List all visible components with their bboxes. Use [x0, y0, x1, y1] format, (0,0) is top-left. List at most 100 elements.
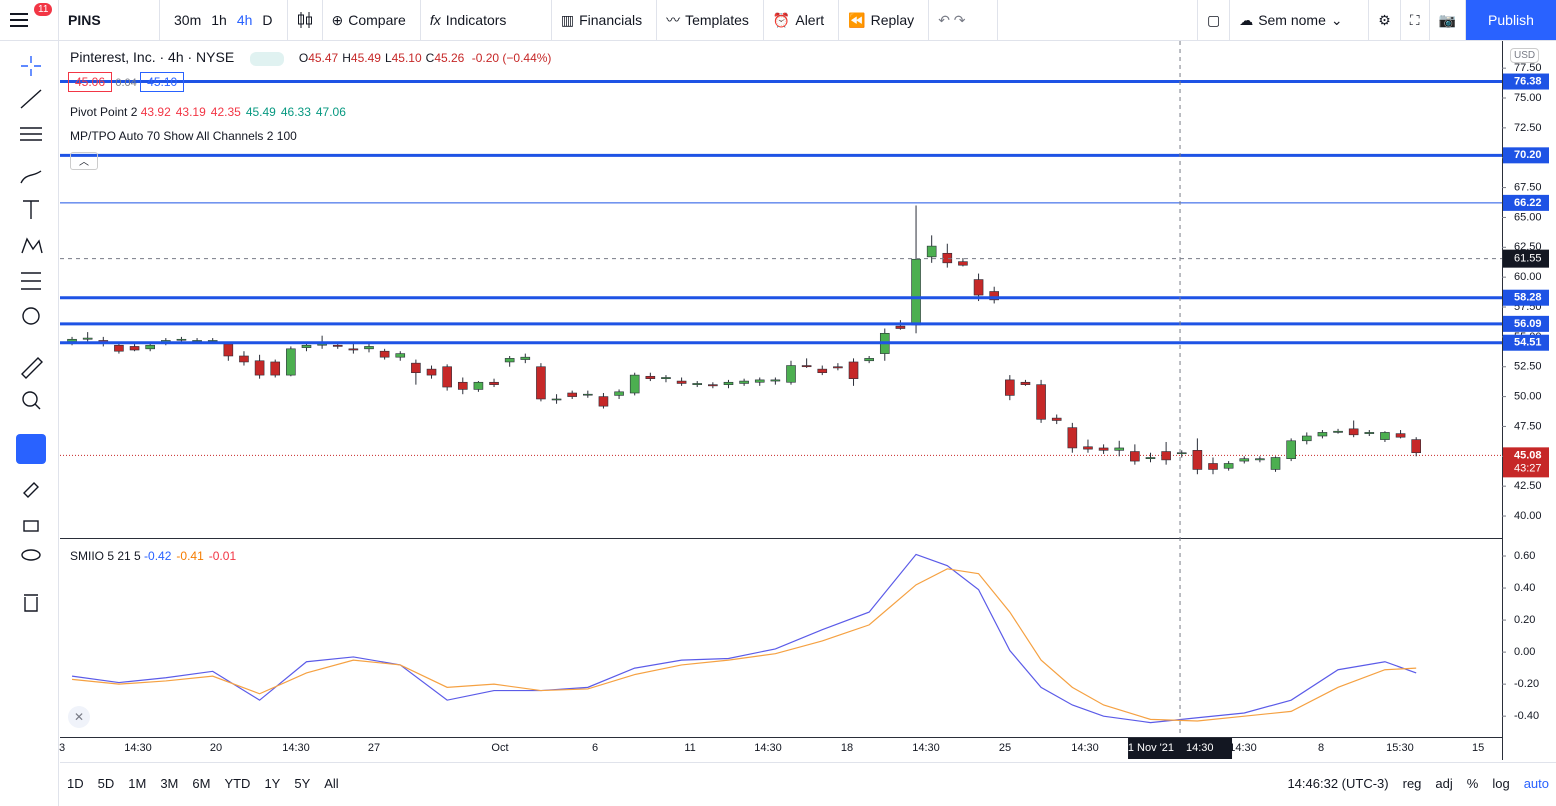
symbol[interactable]: PINS [59, 0, 160, 40]
settings[interactable]: ⚙ [1369, 0, 1401, 40]
y-tick-label: 42.50 [1514, 480, 1542, 492]
level-label-bg [1503, 147, 1549, 164]
x-tick-label: Oct [491, 742, 508, 754]
menu-button[interactable]: 11 [0, 0, 59, 40]
level-label: 66.22 [1514, 197, 1542, 209]
forecast-tool[interactable] [21, 272, 41, 290]
candle-body [473, 381, 484, 390]
range-button[interactable]: 1Y [264, 775, 281, 791]
candle-body [270, 361, 281, 376]
candle-body [629, 374, 640, 394]
compare[interactable]: ⊕ Compare [323, 0, 421, 40]
chart-type[interactable] [288, 0, 323, 40]
x-tick-label: 14:30 [1229, 742, 1257, 754]
tpo-legend: MP/TPO Auto 70 Show All Channels 2 100 [70, 129, 297, 143]
x-tick-label: 14:30 [754, 742, 782, 754]
interval[interactable]: D [262, 12, 273, 28]
y-tick-label: 65.00 [1514, 211, 1542, 223]
scale-option[interactable]: adj [1435, 775, 1453, 791]
pivot-values: 43.92 43.19 42.35 45.49 46.33 47.06 [141, 105, 351, 119]
magnet-tool[interactable] [16, 434, 46, 464]
publish[interactable]: Publish [1466, 0, 1556, 40]
y-tick-label: 72.50 [1514, 122, 1542, 134]
fib-tool[interactable] [20, 127, 42, 141]
lock-draw-tool[interactable] [23, 482, 39, 498]
fullscreen[interactable]: ⛶ [1401, 0, 1430, 40]
candle-body [801, 365, 812, 368]
range-button[interactable]: 3M [160, 775, 179, 791]
candle-body [1036, 384, 1046, 420]
pattern-tool[interactable] [21, 237, 43, 254]
replay[interactable]: ⏪ Replay [839, 0, 930, 40]
trend-line-tool[interactable] [20, 89, 42, 109]
layout-name[interactable]: ☁ Sem nome ⌄ [1230, 0, 1370, 40]
interval[interactable]: 4h [236, 12, 253, 28]
zoom-tool[interactable] [22, 391, 41, 410]
alert[interactable]: ⏰ Alert [764, 0, 840, 40]
candle-body [926, 245, 937, 258]
y-tick-label: 0.00 [1514, 646, 1535, 658]
brush-tool[interactable] [20, 170, 42, 184]
pivot-value: 42.35 [210, 105, 241, 119]
left-toolbar [0, 41, 59, 806]
candle-body [583, 393, 593, 396]
pivot-value: 47.06 [315, 105, 346, 119]
y-tick-label: 0.60 [1514, 550, 1535, 562]
drawing-tools [16, 56, 46, 612]
x-tick-label: 14:30 [912, 742, 940, 754]
candle-body [1301, 435, 1312, 442]
interval[interactable]: 30m [174, 12, 202, 28]
level-label-bg [1503, 334, 1549, 351]
menu-icon [10, 13, 28, 27]
candle-body [1114, 447, 1125, 451]
range-button[interactable]: 1D [67, 775, 84, 791]
hide-tool[interactable] [21, 549, 41, 561]
collapse-legend[interactable]: ︿ [70, 152, 98, 170]
candle-body [504, 358, 515, 363]
candle-body [1223, 463, 1234, 469]
financials[interactable]: ▥ Financials [552, 0, 658, 40]
range-button[interactable]: 5Y [294, 775, 311, 791]
candle-body [1395, 433, 1406, 438]
scale-option[interactable]: reg [1402, 775, 1422, 791]
undo-redo[interactable]: ↶ ↷ [929, 0, 999, 40]
candle-body [395, 353, 406, 358]
indicators[interactable]: fx Indicators [421, 0, 552, 40]
currency[interactable]: USD [1510, 48, 1540, 63]
range-button[interactable]: All [324, 775, 339, 791]
interval[interactable]: 1h [211, 12, 227, 28]
range-button[interactable]: 5D [97, 775, 115, 791]
candle-body [786, 365, 796, 383]
x-tick-label: 25 [999, 742, 1011, 754]
level-label-bg [1503, 315, 1549, 332]
lock-tool[interactable] [23, 520, 39, 532]
notification-badge: 11 [34, 3, 53, 16]
crosshair-tool[interactable] [21, 56, 41, 76]
scale-option[interactable]: log [1492, 775, 1510, 791]
text-tool[interactable] [23, 200, 39, 219]
ohlc-value: 45.26 [434, 51, 465, 65]
close-pane[interactable]: ✕ [68, 706, 90, 728]
candle-body [1051, 417, 1062, 421]
pivot-value: 43.19 [175, 105, 206, 119]
scale-option[interactable]: % [1466, 775, 1479, 791]
top-toolbar: 11 PINS 30m 1h 4h D ⊕ Compare fx Indicators ▥… [0, 0, 1556, 41]
range-button[interactable]: YTD [224, 775, 251, 791]
snapshot[interactable]: 📷 [1430, 0, 1466, 40]
trash-tool[interactable] [24, 594, 38, 612]
scale-option[interactable]: auto [1523, 775, 1549, 791]
pivot-value: 43.92 [140, 105, 171, 119]
range-button[interactable]: 1M [128, 775, 147, 791]
pivot-legend: Pivot Point 2 43.92 43.19 42.35 45.49 46.33 4… [70, 105, 351, 119]
ohlc-value: 45.10 [391, 51, 422, 65]
ruler-tool[interactable] [21, 357, 43, 379]
candle-body [645, 375, 656, 379]
layout-toggle[interactable]: ▢ [1196, 0, 1231, 40]
y-tick-label: 47.50 [1514, 420, 1542, 432]
candle-body [739, 380, 749, 384]
legend-title: Pinterest, Inc. · 4h · NYSE [70, 49, 235, 65]
templates[interactable]: 〰 Templates [657, 0, 764, 40]
range-button[interactable]: 6M [192, 775, 211, 791]
emoji-tool[interactable] [22, 307, 40, 325]
last-price-label: 45.08 [1514, 449, 1542, 461]
